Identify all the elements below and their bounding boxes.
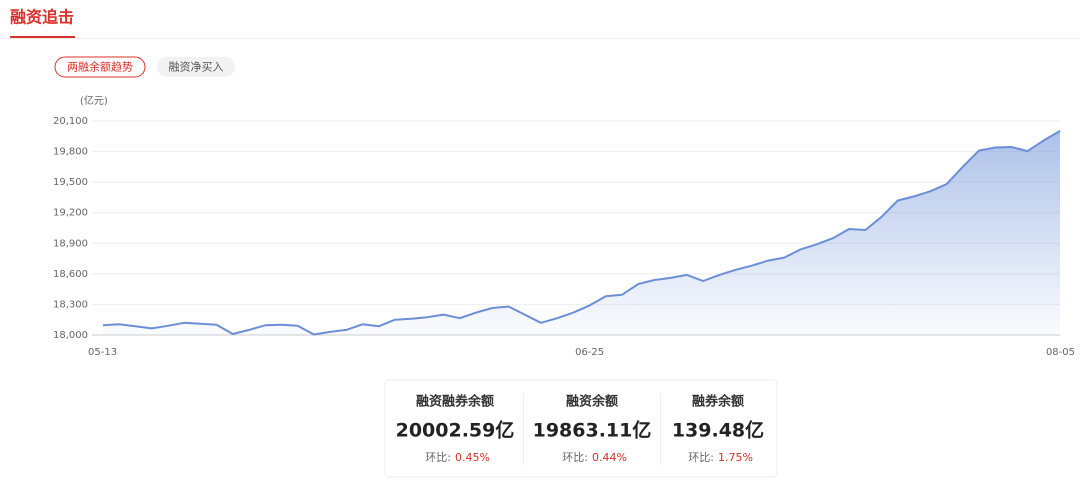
stat-value: 19863.11亿 xyxy=(533,419,652,442)
y-tick-label: 19,800 xyxy=(53,147,88,158)
y-tick-label: 19,200 xyxy=(53,208,88,219)
stat-value: 20002.59亿 xyxy=(396,419,515,442)
area-fill xyxy=(103,130,1060,335)
stat-label: 融资余额 xyxy=(566,394,618,410)
stats-divider xyxy=(523,393,524,465)
y-tick-label: 20,100 xyxy=(53,116,88,127)
change-value: 0.45% xyxy=(455,451,490,464)
line xyxy=(102,130,1061,336)
y-tick-label: 18,300 xyxy=(53,299,88,310)
tab-active[interactable] xyxy=(54,56,146,78)
section-title: 融资追击 xyxy=(10,8,74,27)
title-underline xyxy=(10,36,75,38)
stats-panel xyxy=(384,379,778,478)
x-tick-label: 06-25 xyxy=(575,347,604,358)
y-unit: (亿元) xyxy=(80,94,108,107)
header-divider xyxy=(0,38,1080,39)
change-label: 环比: xyxy=(425,451,451,464)
tab-label[interactable]: 两融余额趋势 xyxy=(67,60,133,74)
stat-value: 139.48亿 xyxy=(672,419,764,442)
y-tick-label: 19,500 xyxy=(53,177,88,188)
stats-divider xyxy=(660,393,661,465)
chart: 18,000 18,300 18,600 18,900 19,200 19,500 19,8… xyxy=(53,116,1075,358)
y-tick-label: 18,900 xyxy=(53,238,88,249)
tab-label[interactable]: 融资净买入 xyxy=(169,60,224,74)
change-value: 1.75% xyxy=(718,451,753,464)
y-tick-label: 18,000 xyxy=(53,330,88,341)
stat-label: 融资融券余额 xyxy=(416,394,494,410)
y-tick-label: 18,600 xyxy=(53,269,88,280)
x-tick-label: 05-13 xyxy=(88,347,117,358)
change-value: 0.44% xyxy=(592,451,627,464)
x-tick-label: 08-05 xyxy=(1046,347,1075,358)
stat-label: 融券余额 xyxy=(692,394,744,410)
change-label: 环比: xyxy=(688,451,714,464)
change-label: 环比: xyxy=(562,451,588,464)
tab[interactable] xyxy=(157,57,235,77)
